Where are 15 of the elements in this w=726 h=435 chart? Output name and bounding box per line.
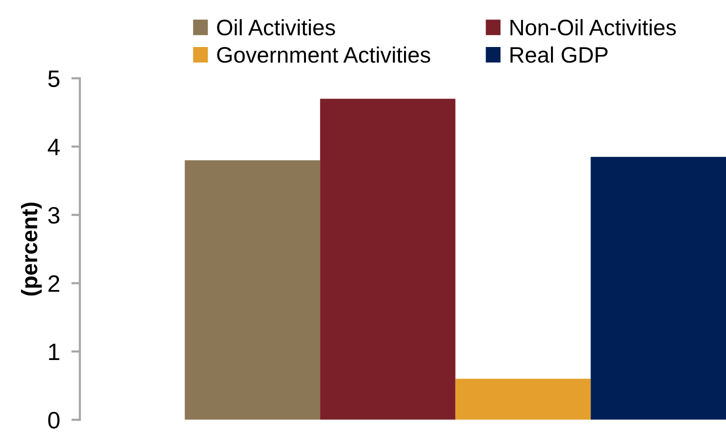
bar	[320, 98, 456, 420]
y-tick-label: 4	[48, 138, 60, 156]
legend-label: Government Activities	[217, 46, 430, 63]
y-tick-label: 5	[48, 70, 60, 88]
y-axis-title: (percent)	[21, 202, 42, 296]
legend-label: Non-Oil Activities	[510, 19, 676, 36]
bar	[455, 378, 591, 420]
bar	[184, 160, 320, 420]
bar	[590, 156, 726, 420]
y-tick-label: 2	[48, 275, 60, 292]
y-tick-label: 3	[48, 206, 60, 224]
y-tick-label: 1	[49, 344, 60, 360]
legend-label: Real GDP	[510, 46, 608, 63]
legend-label: Oil Activities	[217, 19, 336, 36]
y-tick-label: 0	[48, 412, 60, 429]
